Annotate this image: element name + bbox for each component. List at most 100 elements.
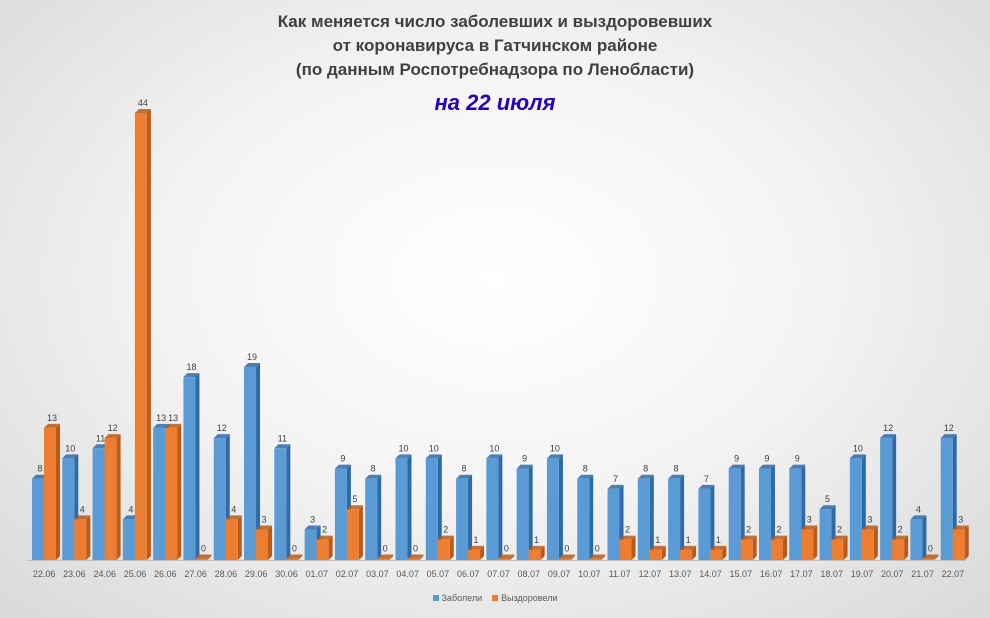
- bar-s1-22: [698, 488, 711, 560]
- bar-top-s2-8: [286, 554, 303, 559]
- x-tick-label-19: 11.07: [609, 569, 631, 579]
- bar-s1-8: [274, 448, 287, 560]
- bar-s1-2: [92, 448, 105, 560]
- bar-side-s2-14: [480, 545, 485, 560]
- bar-s1-1: [62, 458, 75, 560]
- legend-swatch-series-1: [432, 595, 439, 601]
- bar-top-s1-11: [365, 474, 382, 479]
- bar-side-s1-20: [649, 474, 654, 560]
- bar-side-s1-29: [922, 515, 927, 560]
- bar-top-s1-6: [213, 434, 230, 439]
- legend-item-series-1: Заболели: [432, 593, 483, 603]
- x-tick-label-21: 13.07: [669, 569, 692, 579]
- bar-s1-19: [607, 488, 620, 560]
- data-label-s1-14: 8: [462, 464, 467, 474]
- data-label-s2-5: 0: [201, 544, 206, 554]
- bar-side-s2-15: [510, 554, 515, 560]
- bar-top-s1-9: [304, 525, 321, 530]
- data-label-s2-27: 3: [867, 515, 872, 525]
- bar-s1-30: [940, 438, 953, 560]
- bar-s2-22: [710, 549, 723, 560]
- data-label-s1-18: 8: [583, 464, 588, 474]
- bar-top-s1-29: [910, 515, 927, 520]
- x-tick-label-6: 28.06: [215, 569, 238, 579]
- data-label-s2-25: 3: [807, 515, 812, 525]
- bar-side-s1-15: [498, 454, 503, 560]
- bar-s1-17: [546, 458, 559, 560]
- bar-top-s2-25: [801, 525, 818, 530]
- x-tick-label-26: 18.07: [820, 569, 843, 579]
- bar-s2-29: [922, 558, 935, 560]
- x-tick-label-10: 02.07: [336, 569, 359, 579]
- data-label-s2-9: 2: [322, 525, 327, 535]
- bar-top-s2-13: [437, 535, 454, 540]
- data-label-s1-13: 10: [429, 443, 439, 453]
- bar-top-s1-15: [486, 454, 503, 459]
- data-label-s1-11: 8: [371, 464, 376, 474]
- bar-top-s1-28: [880, 434, 897, 439]
- chart-title-line-1: Как меняется число заболевших и выздоров…: [277, 12, 713, 31]
- bar-side-s2-9: [328, 535, 333, 560]
- bar-top-s1-30: [940, 434, 957, 439]
- data-label-s2-26: 2: [837, 525, 842, 535]
- bar-top-s1-7: [244, 362, 261, 367]
- x-tick-label-14: 06.07: [457, 569, 480, 579]
- bar-top-s1-12: [395, 454, 412, 459]
- bar-s2-24: [770, 539, 783, 560]
- bar-side-s1-11: [377, 474, 382, 560]
- bar-top-s2-0: [44, 423, 60, 428]
- bar-top-s1-17: [546, 454, 563, 459]
- bar-top-s2-19: [619, 535, 636, 540]
- bar-s1-9: [304, 529, 317, 560]
- bar-top-s1-8: [274, 444, 291, 449]
- bar-side-s2-24: [782, 535, 787, 560]
- data-label-s1-23: 9: [734, 454, 739, 464]
- data-label-s1-22: 7: [704, 474, 709, 484]
- bar-s2-13: [437, 539, 450, 560]
- bar-side-s2-17: [570, 554, 575, 560]
- bar-top-s2-17: [558, 554, 575, 559]
- x-tick-label-1: 23.06: [63, 569, 86, 579]
- bar-top-s1-4: [153, 423, 170, 428]
- bar-s2-17: [558, 558, 571, 560]
- bar-s1-15: [486, 458, 499, 560]
- bar-top-s2-2: [104, 434, 121, 439]
- bar-side-s2-27: [873, 525, 878, 560]
- data-label-s2-13: 2: [443, 525, 448, 535]
- data-label-s1-10: 9: [340, 454, 345, 464]
- legend-label-series-1: Заболели: [441, 593, 483, 603]
- x-tick-label-22: 14.07: [699, 569, 722, 579]
- x-tick-label-11: 03.07: [366, 569, 389, 579]
- bar-s2-2: [104, 438, 117, 560]
- bar-top-s2-24: [770, 535, 787, 540]
- bar-s2-1: [74, 519, 87, 560]
- data-label-s1-28: 12: [883, 423, 893, 433]
- bar-s2-5: [195, 558, 208, 560]
- bar-side-s1-24: [770, 464, 775, 560]
- bar-side-s2-3: [146, 109, 151, 560]
- bar-s1-24: [758, 468, 771, 560]
- bar-side-s1-16: [528, 464, 533, 560]
- legend-label-series-2: Выздоровели: [501, 593, 558, 603]
- bar-s1-6: [213, 438, 226, 560]
- bar-top-s2-9: [316, 535, 333, 540]
- data-label-s1-17: 10: [550, 443, 560, 453]
- x-tick-label-5: 27.06: [184, 569, 207, 579]
- bar-side-s2-0: [56, 423, 60, 560]
- bar-s2-6: [225, 519, 238, 560]
- bar-s2-26: [831, 539, 844, 560]
- bar-s2-11: [377, 558, 390, 560]
- bar-s2-14: [468, 549, 481, 560]
- data-label-s2-21: 1: [686, 535, 691, 545]
- x-tick-label-17: 09.07: [548, 569, 571, 579]
- legend: Заболели Выздоровели: [0, 593, 990, 603]
- data-label-s1-5: 18: [186, 362, 196, 372]
- bar-side-s1-12: [407, 454, 412, 560]
- data-label-s2-6: 4: [231, 504, 236, 514]
- bar-top-s2-4: [165, 423, 182, 428]
- bar-top-s1-21: [668, 474, 685, 479]
- bar-side-s1-14: [468, 474, 473, 560]
- data-label-s1-26: 5: [825, 494, 830, 504]
- bar-side-s1-13: [437, 454, 442, 560]
- bar-side-s2-1: [86, 515, 91, 560]
